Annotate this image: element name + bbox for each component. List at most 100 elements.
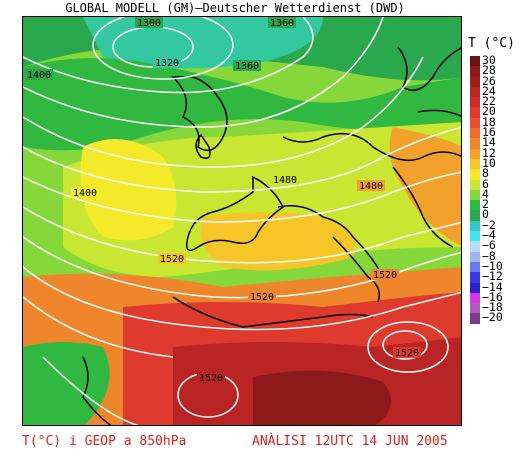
legend-swatch <box>470 303 480 314</box>
field-description: T(°C) i GEOP a 850hPa <box>22 434 187 449</box>
legend-swatch <box>470 220 480 232</box>
isoline-label: 1520 <box>199 373 223 384</box>
legend-swatch <box>470 282 480 293</box>
legend-label: −4 <box>482 228 496 243</box>
isoline-labels: 1300 1360 1320 1360 1400 1400 1480 1480 … <box>25 17 421 384</box>
legend-swatch <box>470 231 480 242</box>
isoline-label: 1480 <box>273 175 297 186</box>
isoline-label: 1400 <box>73 188 97 199</box>
legend-entry: 4 <box>470 186 520 201</box>
legend-swatch <box>470 179 480 190</box>
coastlines <box>82 46 461 425</box>
isoline-label: 1520 <box>250 292 274 303</box>
legend-entry: 24 <box>470 83 520 98</box>
legend-label: 2 <box>482 197 489 212</box>
isoline-label: 1480 <box>359 181 383 192</box>
isoline-label: 1400 <box>27 70 51 81</box>
legend-label: 20 <box>482 104 496 119</box>
legend-entry: 28 <box>470 63 520 78</box>
legend-label: −18 <box>482 300 503 315</box>
analysis-time: ANÀLISI 12UTC 14 JUN 2005 <box>252 434 448 449</box>
field-band-28 <box>253 370 391 425</box>
legend-label: 22 <box>482 94 496 109</box>
legend-label: 16 <box>482 125 496 140</box>
legend-title: T (°C) <box>468 36 515 51</box>
legend-swatch <box>470 251 480 262</box>
legend-entry: −16 <box>470 289 520 304</box>
legend-label: −8 <box>482 248 496 263</box>
legend-swatch <box>470 200 480 211</box>
legend-swatch <box>470 272 480 283</box>
legend-entry: 20 <box>470 104 520 119</box>
legend-label: 26 <box>482 73 496 88</box>
legend-entry: −20 <box>470 312 520 324</box>
isolines <box>23 17 461 425</box>
legend-entry: 18 <box>470 114 520 129</box>
isoline-label: 1520 <box>395 348 419 359</box>
legend-swatch <box>470 158 480 170</box>
legend-label: 28 <box>482 63 496 78</box>
legend-entry: −14 <box>470 279 520 294</box>
legend-swatch <box>470 56 480 67</box>
legend-swatch <box>470 86 480 98</box>
legend-label: 18 <box>482 114 496 129</box>
isoline-label: 1520 <box>160 254 184 265</box>
legend-label: −16 <box>482 289 503 304</box>
legend-label: 24 <box>482 83 496 98</box>
field-band-10-iberia <box>200 212 355 271</box>
legend-entry: 26 <box>470 73 520 88</box>
legend-label: −12 <box>482 269 503 284</box>
legend-label: −14 <box>482 279 503 294</box>
color-legend: 30 28 26 24 22 20 18 16 14 12 10 8 6 4 2 0 −2 −4 −6 −8 −10 −1… <box>470 53 520 324</box>
legend-entry: −10 <box>470 258 520 273</box>
legend-entry: −6 <box>470 238 520 253</box>
legend-entry: −18 <box>470 300 520 315</box>
legend-entry: 10 <box>470 155 520 170</box>
legend-label: 10 <box>482 155 496 170</box>
legend-entry: 22 <box>470 94 520 109</box>
field-band-2 <box>23 58 461 151</box>
legend-entry: 8 <box>470 166 520 181</box>
legend-swatch <box>470 313 480 324</box>
legend-swatch <box>470 261 480 273</box>
legend-label: 12 <box>482 145 496 160</box>
legend-swatch <box>470 169 480 180</box>
legend-label: −6 <box>482 238 496 253</box>
isoline-label: 1320 <box>155 58 179 69</box>
legend-swatch <box>470 241 480 252</box>
legend-label: 30 <box>482 53 496 67</box>
legend-label: 4 <box>482 186 489 201</box>
legend-entry: 2 <box>470 197 520 212</box>
legend-swatch <box>470 138 480 149</box>
legend-swatch <box>470 189 480 201</box>
isoline-label: 1520 <box>373 270 397 281</box>
legend-swatch <box>470 97 480 108</box>
legend-label: −10 <box>482 258 503 273</box>
legend-entry: −12 <box>470 269 520 284</box>
legend-swatch <box>470 117 480 129</box>
legend-entry: −4 <box>470 228 520 243</box>
legend-entry: 0 <box>470 207 520 222</box>
legend-entry: 30 <box>470 53 520 67</box>
field-band-8-west <box>80 139 177 241</box>
legend-entry: 16 <box>470 125 520 140</box>
isoline-label: 1360 <box>270 18 294 29</box>
legend-swatch <box>470 128 480 139</box>
legend-swatch <box>470 292 480 304</box>
legend-swatch <box>470 210 480 221</box>
legend-label: 0 <box>482 207 489 222</box>
legend-entry: 14 <box>470 137 520 149</box>
legend-entry: 6 <box>470 178 520 190</box>
legend-swatch <box>470 107 480 118</box>
weather-map: 1300 1360 1320 1360 1400 1400 1480 1480 … <box>22 16 462 426</box>
legend-entry: −2 <box>470 217 520 232</box>
map-title: GLOBAL MODELL (GM)—Deutscher Wetterdiens… <box>65 1 405 15</box>
legend-label: 8 <box>482 166 489 181</box>
legend-label: −2 <box>482 217 496 232</box>
isoline-label: 1300 <box>137 18 161 29</box>
legend-swatch <box>470 76 480 87</box>
temperature-field: 1300 1360 1320 1360 1400 1400 1480 1480 … <box>23 17 461 425</box>
legend-swatch <box>470 66 480 77</box>
field-band-12-east <box>389 127 461 246</box>
field-band-coldest <box>83 17 323 69</box>
